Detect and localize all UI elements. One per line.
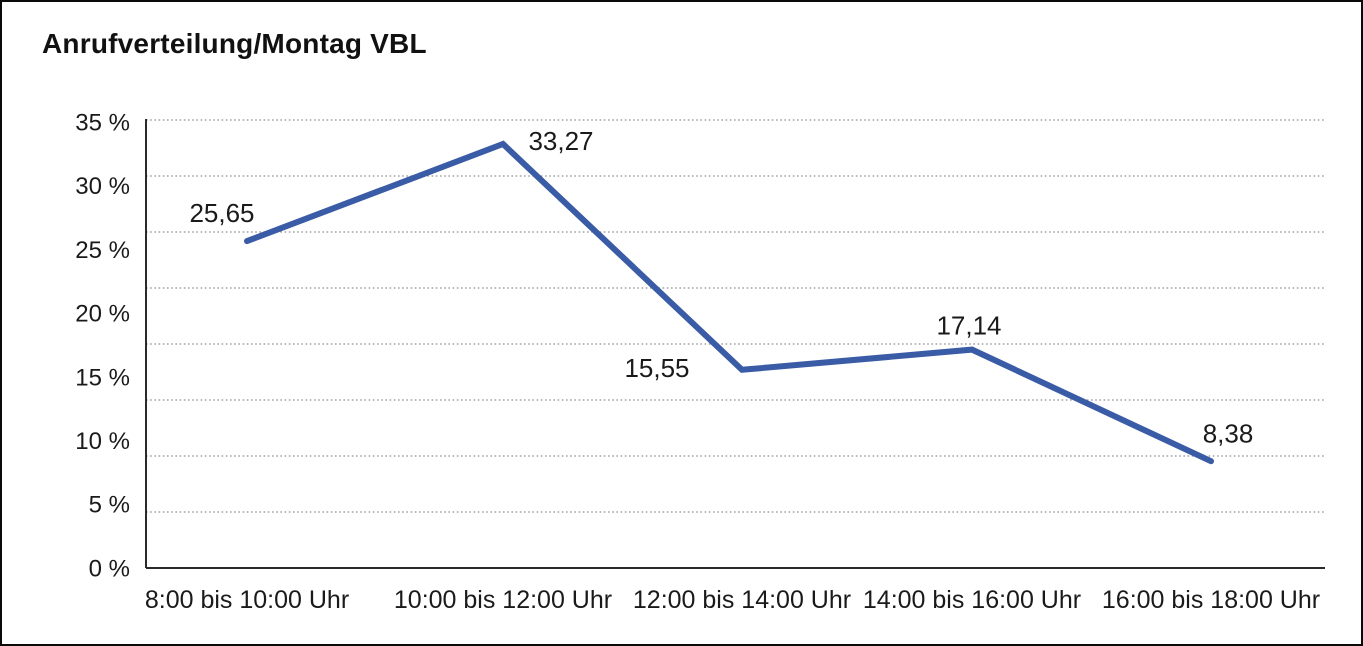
chart-title: Anrufverteilung/Montag VBL <box>42 28 427 59</box>
x-axis-category-label: 8:00 bis 10:00 Uhr <box>145 586 349 614</box>
x-axis-category-label: 16:00 bis 18:00 Uhr <box>1102 586 1320 614</box>
y-axis-tick-label: 35 % <box>75 109 130 136</box>
data-point-label: 33,27 <box>528 126 593 156</box>
y-axis-tick-label: 20 % <box>75 301 130 328</box>
y-axis-tick-label: 15 % <box>75 364 130 391</box>
y-axis-tick-label: 10 % <box>75 428 130 455</box>
x-axis-category-label: 12:00 bis 14:00 Uhr <box>633 586 851 614</box>
data-line <box>244 140 1214 465</box>
x-axis-category-label: 14:00 bis 16:00 Uhr <box>863 586 1081 614</box>
y-axis-tick-label: 5 % <box>89 492 130 519</box>
data-point-label: 8,38 <box>1203 418 1254 448</box>
x-axis-category-label: 10:00 bis 12:00 Uhr <box>394 586 612 614</box>
y-axis-tick-label: 0 % <box>89 555 130 582</box>
data-point-label: 25,65 <box>189 198 254 228</box>
data-point-label: 15,55 <box>624 353 689 383</box>
y-axis-tick-label: 30 % <box>75 173 130 200</box>
data-point-label: 17,14 <box>936 311 1001 341</box>
y-axis-tick-label: 25 % <box>75 237 130 264</box>
